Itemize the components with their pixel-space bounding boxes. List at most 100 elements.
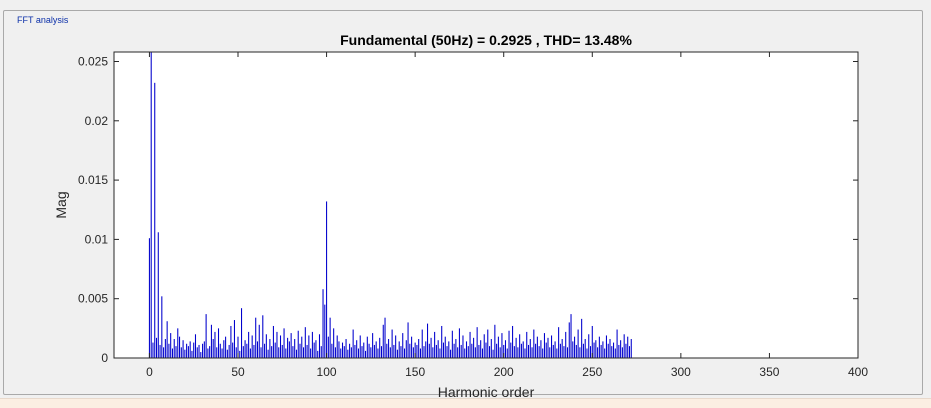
- bar-h184: [474, 347, 476, 358]
- bar-h172: [453, 343, 455, 358]
- bar-h71: [274, 342, 276, 358]
- bar-h128: [375, 341, 377, 358]
- bar-h70: [272, 325, 274, 358]
- bar-h45: [228, 344, 230, 358]
- bar-h199: [501, 333, 503, 358]
- bar-h165: [441, 325, 443, 358]
- bar-h157: [427, 323, 429, 358]
- bar-h73: [278, 347, 280, 358]
- bar-h39: [217, 328, 220, 358]
- bar-h240: [574, 336, 576, 358]
- bar-h116: [354, 344, 356, 358]
- x-tick-label: 350: [759, 365, 779, 379]
- bar-h189: [483, 334, 485, 358]
- bar-h159: [430, 337, 432, 358]
- bar-h77: [285, 348, 287, 358]
- bar-h144: [403, 348, 406, 358]
- bar-h223: [543, 333, 545, 358]
- x-tick-label: 250: [582, 365, 602, 379]
- bar-h7: [161, 296, 163, 358]
- bar-h35: [210, 324, 212, 358]
- bar-h100: [326, 201, 328, 358]
- bar-h198: [499, 347, 501, 358]
- bar-h232: [559, 343, 561, 358]
- bar-h220: [538, 346, 540, 358]
- bar-h134: [386, 343, 388, 358]
- bar-h170: [450, 349, 452, 358]
- bar-h24: [191, 350, 193, 358]
- bar-h191: [487, 329, 489, 358]
- bar-h17: [179, 336, 181, 358]
- bar-h196: [496, 343, 498, 358]
- bar-h109: [341, 342, 344, 358]
- bar-h10: [166, 321, 168, 358]
- bar-h149: [412, 347, 414, 358]
- bar-h122: [365, 350, 367, 358]
- tick-labels: 0 50 100 150 200 250 300 350 400 0 0.005 0.01 0.015 0…: [78, 54, 868, 379]
- bar-h19: [182, 340, 184, 358]
- bar-h248: [588, 334, 590, 358]
- bar-h111: [345, 339, 347, 358]
- bar-h3: [154, 82, 156, 358]
- bar-h246: [584, 339, 586, 358]
- bar-h260: [609, 339, 611, 358]
- bar-h221: [540, 340, 542, 358]
- bar-h9: [164, 339, 166, 358]
- plot-area: [114, 52, 858, 358]
- bar-h245: [582, 343, 584, 358]
- y-tick-label: 0: [101, 351, 108, 365]
- bar-h160: [432, 347, 434, 358]
- bar-h204: [510, 342, 512, 358]
- bar-h267: [621, 347, 623, 358]
- bar-h127: [373, 344, 375, 358]
- bar-h187: [480, 340, 482, 358]
- bar-h180: [467, 346, 469, 358]
- bar-h173: [455, 339, 457, 358]
- fft-analysis-panel: FFT analysis: [3, 10, 923, 395]
- bar-h141: [398, 341, 400, 358]
- bar-h28: [198, 344, 200, 358]
- bar-h169: [448, 341, 450, 358]
- bar-h228: [552, 344, 554, 358]
- bar-h34: [209, 346, 211, 358]
- bar-h253: [597, 347, 599, 358]
- bar-h1: [150, 52, 152, 358]
- bar-h32: [205, 314, 207, 358]
- bar-h133: [384, 317, 386, 358]
- bar-h166: [442, 342, 445, 358]
- bar-h88: [304, 327, 306, 358]
- bar-h226: [549, 347, 551, 358]
- bar-h29: [200, 352, 202, 358]
- bar-h258: [605, 335, 607, 358]
- bar-h78: [287, 337, 289, 358]
- bar-h23: [189, 341, 191, 358]
- bar-h193: [490, 339, 492, 358]
- bar-h65: [264, 343, 266, 358]
- bar-h214: [527, 344, 530, 358]
- bar-h145: [405, 340, 407, 358]
- bar-h256: [602, 341, 604, 358]
- bar-h247: [586, 348, 588, 358]
- bar-h11: [168, 343, 170, 358]
- bar-h168: [446, 346, 448, 358]
- bar-h72: [276, 331, 278, 358]
- bar-h146: [407, 322, 409, 358]
- bar-h33: [207, 348, 209, 358]
- bar-h98: [322, 289, 324, 358]
- bar-h0: [148, 238, 150, 358]
- x-tick-label: 0: [146, 365, 153, 379]
- bar-h208: [517, 347, 519, 358]
- bar-h163: [437, 340, 439, 358]
- bar-h85: [299, 343, 301, 358]
- bar-h114: [350, 347, 352, 358]
- bar-h74: [279, 335, 282, 358]
- bar-h82: [294, 339, 296, 358]
- bar-h241: [575, 344, 577, 358]
- bar-h89: [306, 344, 308, 358]
- bar-h22: [187, 346, 189, 358]
- bar-h257: [604, 348, 606, 358]
- y-axis-label: Mag: [53, 191, 69, 218]
- bar-h8: [163, 347, 165, 358]
- bar-h125: [370, 347, 372, 358]
- bar-h143: [402, 333, 404, 358]
